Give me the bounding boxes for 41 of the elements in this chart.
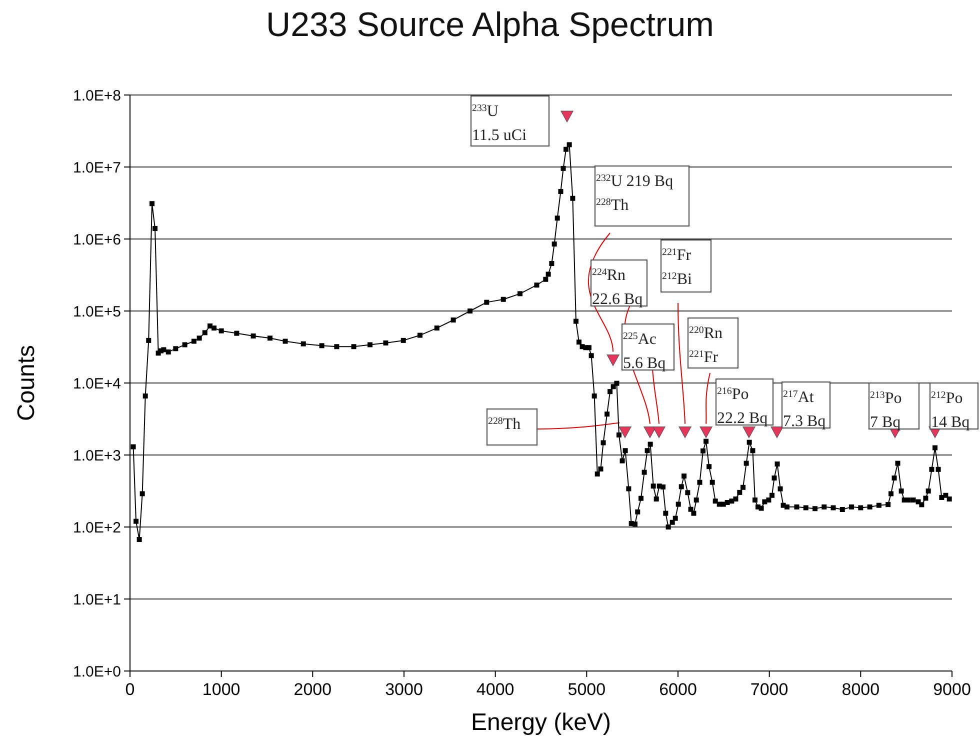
point	[678, 426, 692, 438]
point	[770, 426, 784, 438]
annotation: $^{225}$Ac 5.6 Bq	[623, 330, 666, 372]
point	[652, 426, 666, 438]
x-tick-label: 4000	[476, 680, 514, 699]
x-tick-label: 1000	[202, 680, 240, 699]
x-tick-label: 8000	[842, 680, 880, 699]
annotation: $^{224}$Rn 22.6 Bq	[592, 266, 643, 308]
y-tick-label: 1.0E+1	[73, 591, 121, 608]
y-tick-label: 1.0E+3	[73, 447, 121, 464]
point	[606, 354, 620, 366]
x-tick-label: 9000	[933, 680, 971, 699]
annotation: $^{228}$Th	[488, 416, 521, 433]
annotation: $^{212}$Po 14 Bq	[931, 390, 970, 431]
annotation: $^{233}$U 11.5 uCi	[472, 102, 528, 144]
annotation: $^{232}$U 219 Bq $^{228}$Th	[596, 172, 674, 214]
annotation: $^{221}$Fr $^{212}$Bi	[662, 246, 693, 288]
x-tick-label: 6000	[659, 680, 697, 699]
x-tick-label: 3000	[385, 680, 423, 699]
annotation: $^{216}$Po 22.2 Bq	[717, 386, 768, 427]
y-tick-label: 1.0E+4	[73, 375, 121, 392]
x-axis-title: Energy (keV)	[470, 709, 612, 736]
chart-title: U233 Source Alpha Spectrum	[266, 6, 714, 44]
x-tick-label: 2000	[294, 680, 332, 699]
point	[560, 110, 574, 122]
y-tick-label: 1.0E+5	[73, 303, 121, 320]
y-tick-label: 1.0E+0	[73, 663, 121, 680]
y-tick-label: 1.0E+7	[73, 159, 121, 176]
y-axis-title: Counts	[13, 344, 40, 422]
point	[742, 426, 756, 438]
point	[618, 426, 632, 438]
annotation: $^{220}$Rn $^{221}$Fr	[689, 324, 723, 366]
x-tick-label: 5000	[568, 680, 606, 699]
annotation: $^{213}$Po 7 Bq	[870, 390, 902, 431]
y-tick-label: 1.0E+8	[73, 87, 121, 104]
point	[700, 426, 712, 438]
y-tick-label: 1.0E+6	[73, 231, 121, 248]
x-tick-label: 7000	[750, 680, 788, 699]
x-tick-label: 0	[125, 680, 135, 699]
y-tick-label: 1.0E+2	[73, 519, 121, 536]
annotation: $^{217}$At 7.3 Bq	[783, 388, 826, 430]
